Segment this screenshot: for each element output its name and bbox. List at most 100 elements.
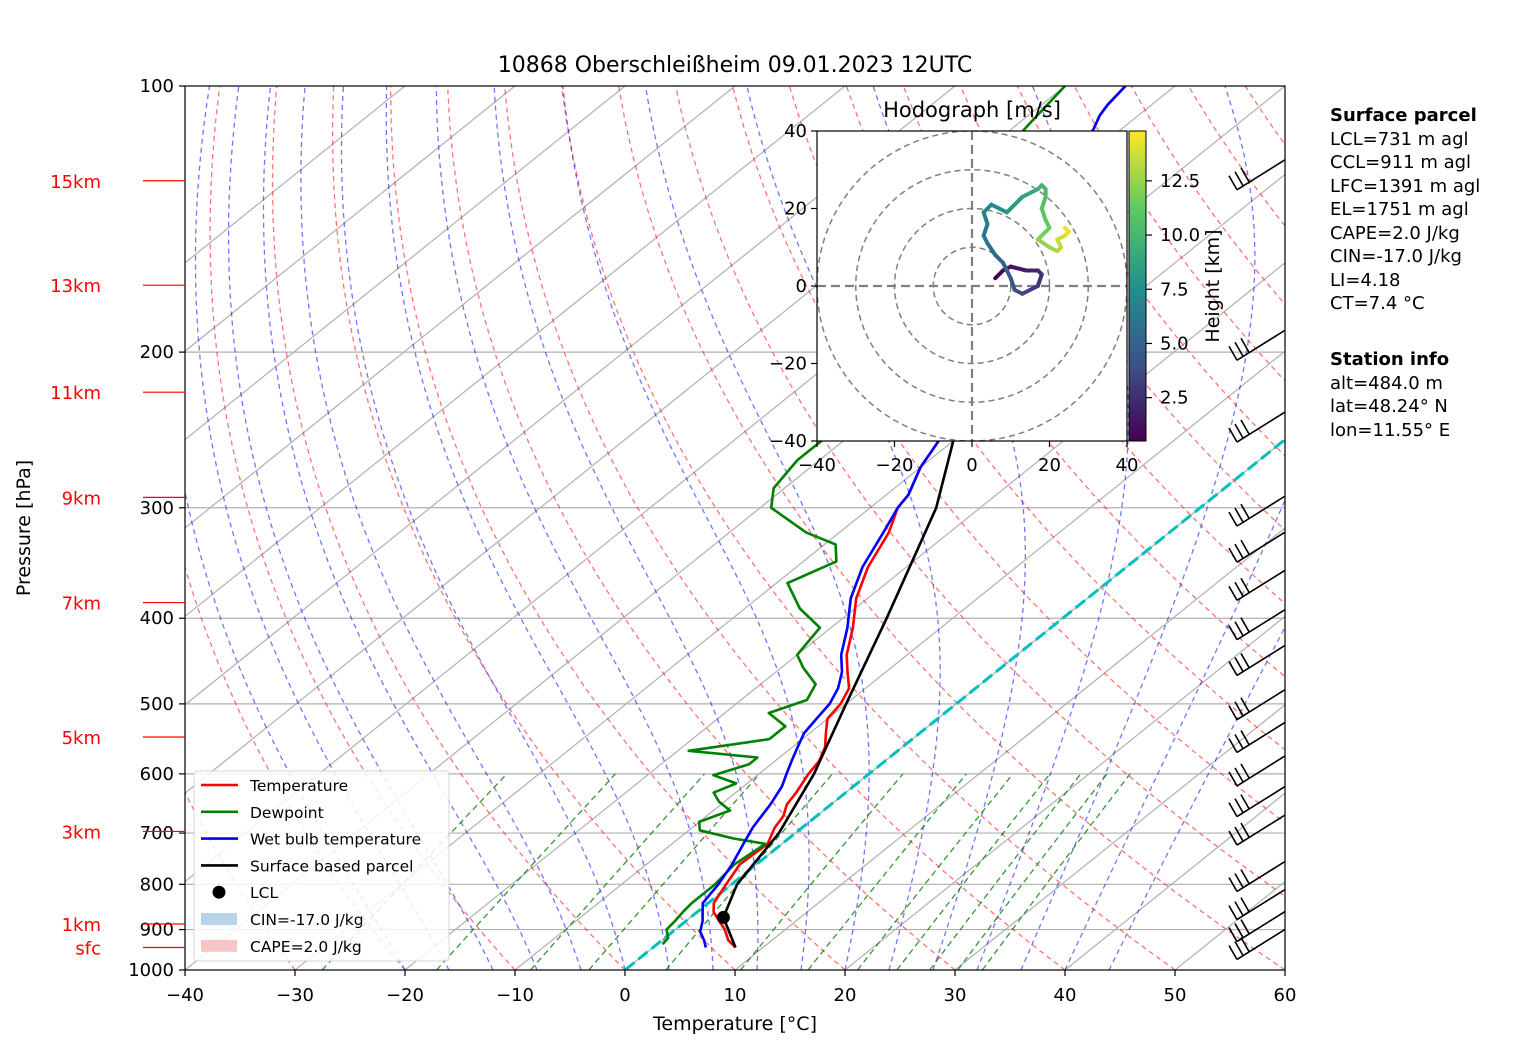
wind-barb-feather	[1228, 927, 1238, 942]
wind-barb	[1228, 888, 1286, 921]
hodograph-y-tick-label: −20	[769, 354, 807, 375]
y-tick-label: 800	[140, 874, 174, 895]
height-label: 3km	[62, 822, 101, 843]
mixing-ratio-line	[929, 773, 1082, 970]
mixing-ratio-line	[957, 773, 1108, 970]
chart-title: 10868 Oberschleißheim 09.01.2023 12UTC	[498, 53, 973, 78]
wind-barb-staff	[1236, 860, 1286, 893]
legend-label: Surface based parcel	[250, 857, 413, 875]
wind-barb-feather	[1234, 543, 1244, 559]
wind-barb-feather	[1240, 539, 1250, 555]
wind-barb-feather	[1228, 625, 1238, 641]
y-tick-label: 400	[140, 608, 174, 629]
y-tick-label: 900	[140, 920, 174, 941]
hodograph-trace-segment	[1008, 276, 1017, 292]
hodograph-y-tick-label: −40	[769, 431, 807, 452]
colorbar	[1128, 130, 1147, 442]
wind-barb	[1228, 329, 1286, 361]
wind-barb	[1228, 721, 1286, 754]
isotherm-line	[185, 86, 736, 529]
legend-label: Dewpoint	[250, 804, 324, 822]
surface-parcel-line: CCL=911 m agl	[1330, 152, 1472, 173]
wind-barb-feather	[1228, 945, 1238, 960]
moist-adiabat-line	[872, 86, 1026, 970]
wind-barb-feather	[1228, 547, 1238, 563]
y-tick-label: 300	[140, 498, 174, 519]
wind-barb-feather	[1234, 507, 1244, 523]
moist-adiabat-line	[300, 86, 582, 970]
height-label: 15km	[50, 172, 101, 193]
height-label: 13km	[50, 276, 101, 297]
height-label: 9km	[62, 488, 101, 509]
x-tick-label: −20	[386, 985, 424, 1006]
mixing-ratio-line	[588, 773, 761, 970]
wind-barb	[1228, 928, 1286, 961]
zero-degree-isotherm	[624, 437, 1285, 970]
wind-barb	[1228, 609, 1286, 641]
wind-barb	[1228, 569, 1286, 601]
wind-barb-feather	[1234, 734, 1244, 749]
wind-barb-feather	[1234, 171, 1244, 187]
hodograph: Hodograph [m/s] −40 −20 0 20 40 −40 −20 0 20 40 2.5…	[769, 98, 1224, 476]
isotherm-line	[294, 173, 1285, 970]
x-axis-label: Temperature [°C]	[652, 1013, 817, 1035]
wind-barb-staff	[1236, 329, 1286, 361]
wind-barb-staff	[1236, 721, 1286, 754]
wind-barb-staff	[1236, 755, 1286, 787]
hodograph-y-tick-label: 20	[784, 199, 807, 220]
height-label: 7km	[62, 594, 101, 615]
wind-barb-feather	[1228, 905, 1238, 921]
mixing-ratio-line	[981, 773, 1131, 970]
legend: Temperature Dewpoint Wet bulb temperature S…	[193, 770, 450, 962]
moist-adiabat-line	[385, 86, 670, 970]
isotherm-line	[185, 86, 846, 618]
mixing-ratio-line	[530, 773, 705, 970]
wind-barb-feather	[1234, 657, 1244, 672]
surface-parcel-line: LI=4.18	[1330, 269, 1401, 291]
x-tick-label: −40	[166, 985, 204, 1006]
wind-barb-feather	[1228, 830, 1238, 846]
station-info-line: lat=48.24° N	[1330, 396, 1448, 417]
wind-barb-feather	[1228, 345, 1238, 361]
isotherm-line	[185, 86, 406, 264]
y-tick-label: 100	[140, 76, 174, 97]
wind-barbs	[1228, 159, 1286, 961]
colorbar-tick-label: 5.0	[1160, 333, 1189, 354]
hodograph-title: Hodograph [m/s]	[883, 98, 1061, 122]
legend-label: CIN=-17.0 J/kg	[250, 911, 364, 929]
y-tick-label: 500	[140, 694, 174, 715]
colorbar-tick-label: 12.5	[1160, 171, 1200, 192]
wind-barb-feather	[1240, 577, 1250, 593]
wind-barb-feather	[1240, 869, 1250, 884]
legend-swatch	[201, 913, 237, 925]
surface-parcel-line: EL=1751 m agl	[1330, 199, 1469, 220]
wind-barb-feather	[1240, 794, 1250, 810]
surface-parcel-line: CAPE=2.0 J/kg	[1330, 222, 1460, 244]
wind-barb-feather	[1228, 705, 1238, 721]
legend-label: LCL	[250, 884, 278, 902]
wind-barb	[1228, 411, 1286, 443]
moist-adiabat-line	[746, 86, 941, 970]
wind-barb-feather	[1240, 653, 1250, 668]
lcl-marker	[716, 910, 730, 924]
moist-adiabat-line	[262, 86, 538, 970]
moist-adiabat-line	[562, 86, 810, 970]
moist-adiabat-line	[493, 86, 759, 970]
wind-barb	[1228, 910, 1286, 943]
wind-barb-feather	[1234, 423, 1244, 439]
wind-barb-staff	[1236, 785, 1286, 818]
x-tick-label: −10	[496, 985, 534, 1006]
wind-barb-feather	[1234, 341, 1244, 357]
wind-barb-feather	[1228, 175, 1238, 191]
wind-barb-feather	[1240, 763, 1250, 779]
station-info: Station info alt=484.0 m lat=48.24° N lo…	[1330, 348, 1450, 442]
station-info-line: alt=484.0 m	[1330, 372, 1443, 394]
moist-adiabat-line	[976, 86, 1130, 970]
moist-adiabat-line	[194, 86, 450, 970]
hodograph-trace-segment	[1039, 194, 1048, 211]
wind-barb	[1228, 531, 1286, 563]
wind-barb-feather	[1228, 771, 1238, 787]
hodograph-trace-segment	[981, 210, 990, 226]
wind-barb-staff	[1236, 411, 1286, 443]
wind-barb-feather	[1234, 621, 1244, 637]
